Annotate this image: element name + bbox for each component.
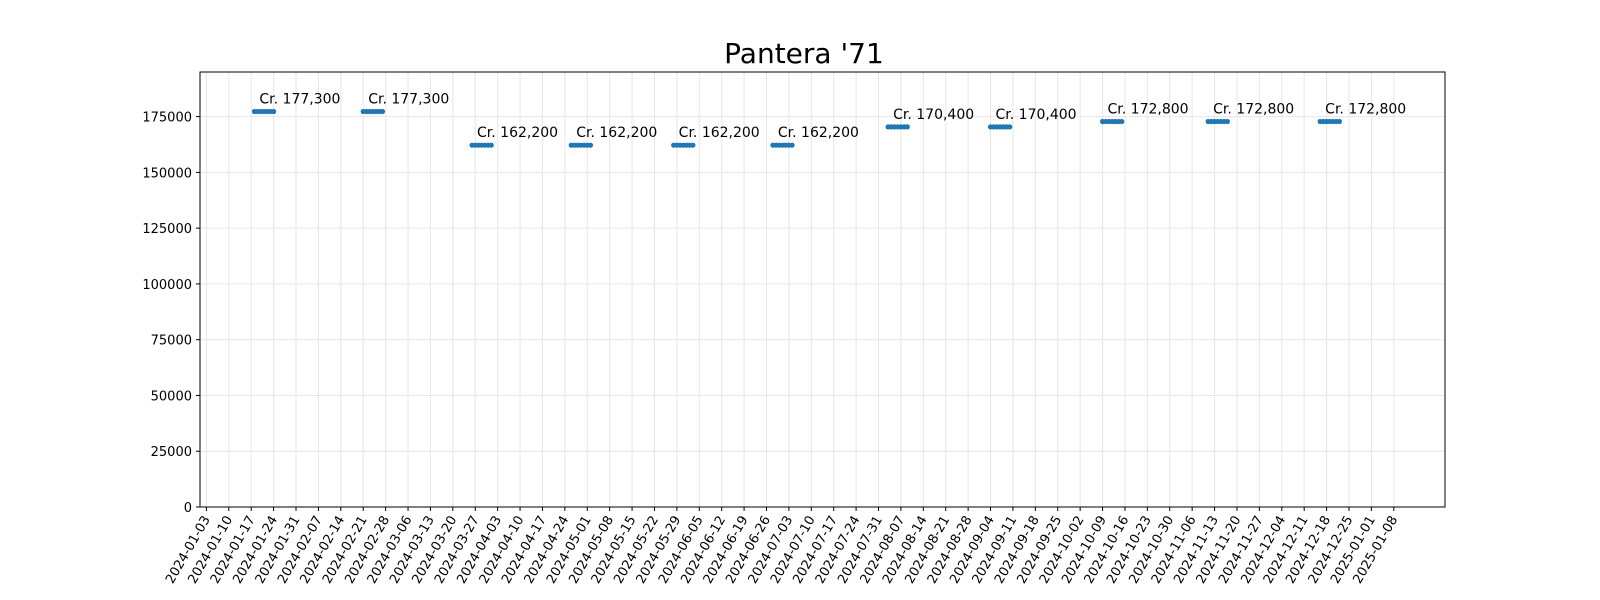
y-tick-label: 25000: [151, 445, 192, 460]
price-segment: [469, 142, 494, 148]
plot-frame: [199, 71, 1446, 508]
data-label: Cr. 170,400: [893, 107, 974, 123]
grid: [200, 72, 1445, 508]
price-segment: [568, 142, 594, 148]
data-label: Cr. 177,300: [368, 91, 449, 107]
price-segment: [987, 124, 1013, 130]
price-segment: [360, 108, 386, 115]
data-point: [587, 142, 594, 148]
chart-title: Pantera '71: [724, 37, 884, 70]
y-tick-label: 0: [184, 501, 192, 516]
data-point: [789, 142, 795, 148]
data-label: Cr. 170,400: [996, 107, 1077, 123]
price-segment: [1317, 118, 1342, 125]
data-point: [1007, 124, 1013, 130]
price-segment: [1205, 118, 1230, 125]
data-label: Cr. 162,200: [679, 125, 760, 141]
y-tick-label: 175000: [142, 111, 192, 126]
data-point: [271, 108, 277, 115]
data-label: Cr. 162,200: [477, 125, 558, 141]
price-segment: [770, 142, 795, 148]
y-tick-label: 75000: [151, 334, 192, 349]
price-segment: [251, 108, 277, 115]
data-label: Cr. 172,800: [1213, 102, 1294, 118]
y-tick-label: 125000: [142, 222, 192, 237]
y-tick-label: 50000: [151, 389, 192, 404]
data-point: [690, 142, 696, 148]
data-point: [1336, 118, 1342, 125]
y-axis: 0 25000 50000 75000 100000 125000 150000 175000: [142, 111, 200, 516]
x-axis: 2024-01-032024-01-102024-01-172024-01-24…: [163, 507, 1401, 586]
price-segment: [671, 142, 696, 148]
data-label: Cr. 162,200: [576, 125, 657, 141]
data-series: [251, 108, 1342, 148]
data-label: Cr. 162,200: [778, 125, 859, 141]
data-label: Cr. 172,800: [1325, 102, 1406, 118]
data-label: Cr. 172,800: [1108, 102, 1189, 118]
data-labels: Cr. 177,300 Cr. 177,300 Cr. 162,200 Cr. 162…: [259, 91, 1406, 141]
data-point: [379, 108, 386, 115]
y-tick-label: 150000: [142, 166, 192, 181]
y-tick-label: 100000: [142, 278, 192, 293]
data-point: [488, 142, 494, 148]
data-point: [1119, 118, 1125, 125]
price-segment: [885, 124, 910, 130]
price-segment: [1099, 118, 1125, 125]
data-point: [904, 124, 910, 130]
data-label: Cr. 177,300: [259, 91, 340, 107]
data-point: [1224, 118, 1230, 125]
